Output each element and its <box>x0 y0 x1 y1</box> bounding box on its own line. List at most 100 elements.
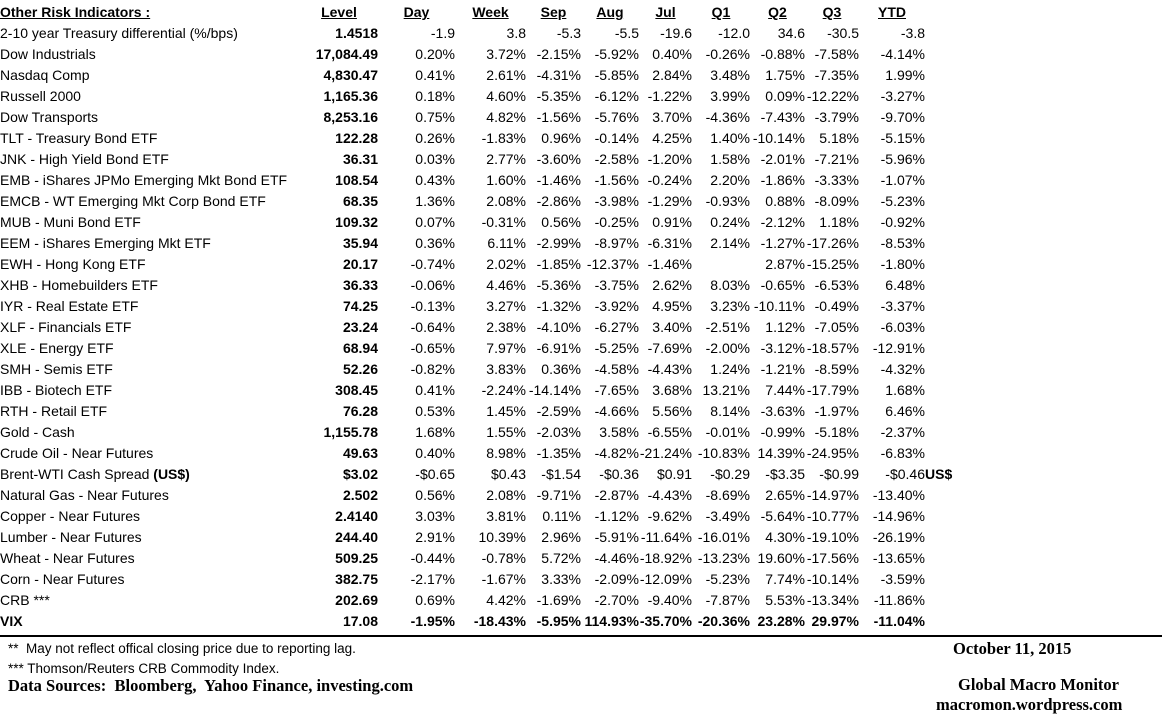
value-cell: -1.9 <box>430 25 455 41</box>
value-cell: -10.11% <box>753 298 805 314</box>
value-cell: -18.57% <box>806 340 859 356</box>
value-cell: -7.87% <box>705 592 750 608</box>
value-cell: -21.24% <box>639 445 692 461</box>
table-row: Dow Transports 8,253.16 0.75% 4.82% -1.56% -5… <box>0 107 1174 128</box>
row-suffix <box>925 191 970 212</box>
column-header-day: Day <box>403 4 430 20</box>
row-label: 2-10 year Treasury differential (%/bps) <box>0 25 238 41</box>
level-cell: 68.35 <box>342 193 378 209</box>
column-header-aug: Aug <box>596 4 624 20</box>
value-cell: 1.99% <box>885 67 925 83</box>
row-suffix <box>925 380 970 401</box>
value-cell: 0.40% <box>652 46 692 62</box>
value-cell: 0.11% <box>542 508 581 524</box>
value-cell: -0.06% <box>410 277 455 293</box>
row-label: Nasdaq Comp <box>0 67 90 83</box>
value-cell: -4.32% <box>880 361 925 377</box>
value-cell: -4.36% <box>705 109 750 125</box>
value-cell: 2.08% <box>486 193 526 209</box>
table-row: IYR - Real Estate ETF 74.25 -0.13% 3.27% -1.… <box>0 296 1174 317</box>
value-cell: 2.62% <box>652 277 692 293</box>
row-spacer <box>970 401 1174 422</box>
table-row: TLT - Treasury Bond ETF 122.28 0.26% -1.83%… <box>0 128 1174 149</box>
value-cell <box>692 254 750 275</box>
value-cell: -5.64% <box>760 508 805 524</box>
risk-indicators-table: Other Risk Indicators : Level Day Week Sep A… <box>0 2 1174 632</box>
value-cell: -11.86% <box>873 592 925 608</box>
row-suffix <box>925 65 970 86</box>
value-cell: -8.53% <box>880 235 925 251</box>
row-suffix <box>925 527 970 548</box>
value-cell: -5.91% <box>594 529 639 545</box>
value-cell: -5.35% <box>536 88 581 104</box>
level-cell: 202.69 <box>335 592 378 608</box>
value-cell: 0.43% <box>415 172 455 188</box>
row-label: VIX <box>0 613 23 629</box>
value-cell: -6.31% <box>647 235 692 251</box>
row-label: IYR - Real Estate ETF <box>0 298 139 314</box>
row-label: IBB - Biotech ETF <box>0 382 113 398</box>
value-cell: -3.37% <box>880 298 925 314</box>
row-label: Dow Industrials <box>0 46 96 62</box>
value-cell: -0.13% <box>410 298 455 314</box>
value-cell: -7.21% <box>814 151 859 167</box>
report-date: October 11, 2015 <box>953 639 1072 658</box>
level-cell: 20.17 <box>342 256 378 272</box>
value-cell: 4.82% <box>486 109 526 125</box>
row-suffix <box>925 422 970 443</box>
value-cell: -2.00% <box>705 340 750 356</box>
table-row: JNK - High Yield Bond ETF 36.31 0.03% 2.77%… <box>0 149 1174 170</box>
value-cell: $0.91 <box>656 466 692 482</box>
value-cell: -12.91% <box>872 340 925 356</box>
data-sources: Data Sources: Bloomberg, Yahoo Finance, … <box>8 676 414 695</box>
table-row: Crude Oil - Near Futures 49.63 0.40% 8.98% -… <box>0 443 1174 464</box>
row-label: EMCB - WT Emerging Mkt Corp Bond ETF <box>0 193 266 209</box>
value-cell: 3.23% <box>710 298 750 314</box>
value-cell: -5.92% <box>594 46 639 62</box>
page-title: Other Risk Indicators : <box>0 4 151 20</box>
value-cell: -5.5 <box>614 25 639 41</box>
level-cell: 35.94 <box>342 235 378 251</box>
value-cell: -0.88% <box>760 46 805 62</box>
row-suffix <box>925 569 970 590</box>
value-cell: -3.59% <box>880 571 925 587</box>
value-cell: 6.46% <box>885 403 925 419</box>
column-header-q1: Q1 <box>711 4 731 20</box>
value-cell: -0.78% <box>481 550 526 566</box>
value-cell: 0.26% <box>415 130 455 146</box>
value-cell: -0.74% <box>410 256 455 272</box>
value-cell: -4.46% <box>594 550 639 566</box>
value-cell: 5.53% <box>765 592 805 608</box>
value-cell: 0.18% <box>415 88 455 104</box>
value-cell: -2.99% <box>536 235 581 251</box>
value-cell: 114.93% <box>584 613 640 629</box>
value-cell: -13.65% <box>872 550 925 566</box>
value-cell: -0.31% <box>481 214 526 230</box>
value-cell: -3.33% <box>814 172 859 188</box>
level-cell: $3.02 <box>342 466 378 482</box>
value-cell: -35.70% <box>639 613 692 629</box>
value-cell: -2.59% <box>536 403 581 419</box>
table-row: EEM - iShares Emerging Mkt ETF 35.94 0.36%… <box>0 233 1174 254</box>
row-spacer <box>970 506 1174 527</box>
value-cell: -2.24% <box>481 382 526 398</box>
value-cell: -6.53% <box>814 277 859 293</box>
header-spacer <box>925 2 970 23</box>
row-spacer <box>970 611 1174 632</box>
row-spacer <box>970 128 1174 149</box>
value-cell: 3.03% <box>415 508 455 524</box>
value-cell: -1.69% <box>536 592 581 608</box>
value-cell: -16.01% <box>697 529 750 545</box>
value-cell: -0.26% <box>705 46 750 62</box>
value-cell: 1.24% <box>710 361 750 377</box>
value-cell: 2.38% <box>486 319 526 335</box>
value-cell: -1.83% <box>481 130 526 146</box>
value-cell: 4.60% <box>486 88 526 104</box>
row-suffix <box>925 149 970 170</box>
value-cell: 1.45% <box>486 403 526 419</box>
value-cell: -18.92% <box>639 550 692 566</box>
value-cell: -8.69% <box>705 487 750 503</box>
value-cell: 0.07% <box>415 214 455 230</box>
value-cell: -5.76% <box>594 109 639 125</box>
